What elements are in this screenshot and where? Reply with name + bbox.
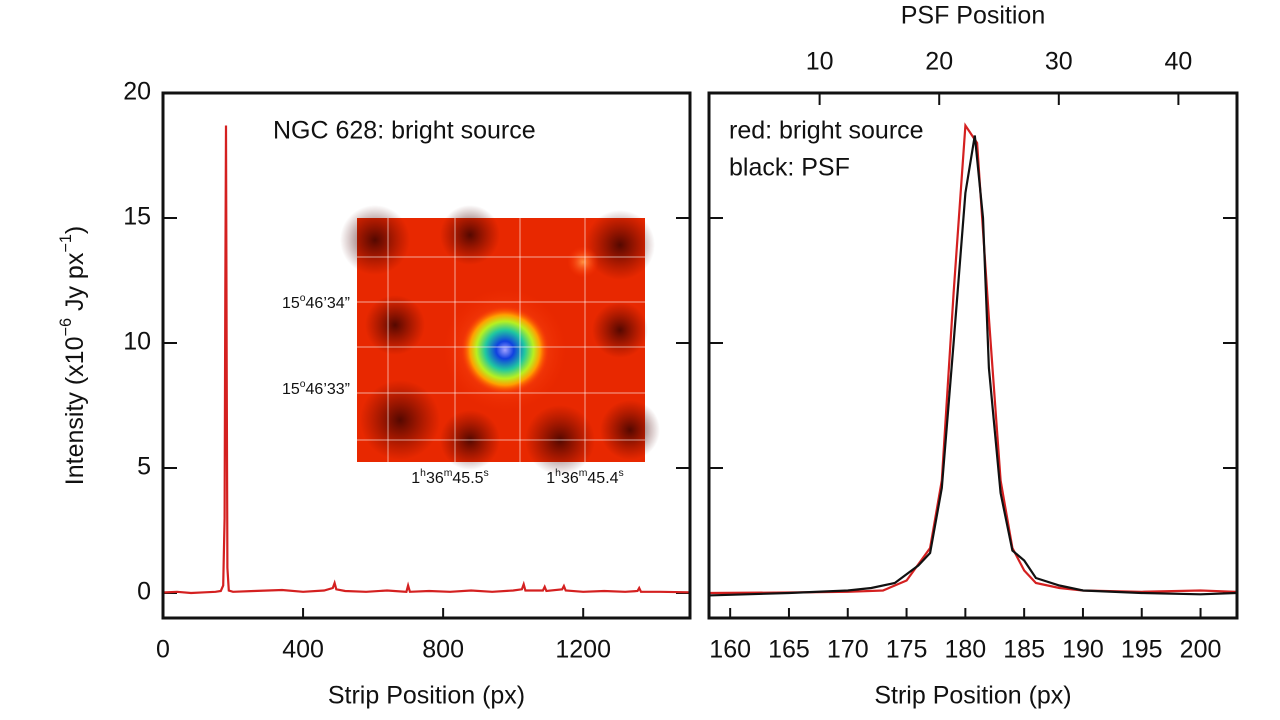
x2-tick-label: 10 bbox=[806, 48, 834, 76]
y-tick-label: 5 bbox=[137, 453, 151, 481]
x2-axis-label: PSF Position bbox=[901, 2, 1046, 30]
inset-ra-label-sup: s bbox=[484, 468, 489, 479]
inset-dec-label-sup: o bbox=[300, 379, 306, 390]
x-tick-label: 160 bbox=[709, 636, 751, 664]
inset-ra-label-sup: m bbox=[579, 468, 588, 479]
inset-dec-label: 15o46’34” bbox=[282, 293, 350, 312]
inset-ra-label-sup: s bbox=[619, 468, 624, 479]
x-tick-label: 185 bbox=[1003, 636, 1045, 664]
y-axis-label-part: Intensity (x10 bbox=[61, 337, 89, 486]
inset-image bbox=[340, 205, 660, 475]
inset-ra-label-sup: h bbox=[555, 468, 561, 479]
y-axis-label-part: ) bbox=[61, 226, 89, 234]
inset-ra-label-part: 36 bbox=[426, 470, 444, 487]
series-line bbox=[163, 125, 690, 595]
x2-tick-label: 20 bbox=[925, 48, 953, 76]
x-tick-label: 165 bbox=[768, 636, 810, 664]
x-tick-label: 400 bbox=[282, 636, 324, 664]
x-tick-label: 175 bbox=[886, 636, 928, 664]
annotation: black: PSF bbox=[729, 154, 850, 182]
inset-ra-label: 1h36m45.5s bbox=[411, 468, 488, 487]
y-axis-label-part: Jy px bbox=[61, 252, 89, 318]
plot-frame bbox=[161, 91, 692, 620]
inset-ra-label-part: 45.4 bbox=[587, 470, 618, 487]
y-tick-label: 20 bbox=[123, 78, 151, 106]
x-tick-label: 170 bbox=[827, 636, 869, 664]
x-tick-label: 180 bbox=[944, 636, 986, 664]
y-axis-label-sup: −6 bbox=[57, 318, 75, 337]
x-tick-label: 195 bbox=[1121, 636, 1163, 664]
inset-ra-label-part: 1 bbox=[546, 470, 555, 487]
inset-ra-label-sup: h bbox=[420, 468, 426, 479]
x-tick-label: 190 bbox=[1062, 636, 1104, 664]
x2-tick-label: 40 bbox=[1164, 48, 1192, 76]
inset-dec-label-part: 46’33” bbox=[306, 381, 350, 398]
inset-ra-label-sup: m bbox=[444, 468, 453, 479]
inset-dec-label-sup: o bbox=[300, 293, 306, 304]
inset-dec-label-part: 15 bbox=[282, 381, 300, 398]
inset-ra-label-part: 36 bbox=[561, 470, 579, 487]
x-tick-label: 800 bbox=[422, 636, 464, 664]
x-tick-label: 0 bbox=[156, 636, 170, 664]
inset-dec-label-part: 46’34” bbox=[306, 295, 350, 312]
annotation: NGC 628: bright source bbox=[273, 117, 536, 145]
annotation: red: bright source bbox=[729, 117, 924, 145]
inset-ra-label-part: 1 bbox=[411, 470, 420, 487]
inset-dec-label: 15o46’33” bbox=[282, 379, 350, 398]
y-tick-label: 15 bbox=[123, 203, 151, 231]
x-axis-label: Strip Position (px) bbox=[328, 682, 525, 710]
y-tick-label: 0 bbox=[137, 578, 151, 606]
y-axis-label-sup: −1 bbox=[57, 234, 75, 253]
inset-ra-label: 1h36m45.4s bbox=[546, 468, 623, 487]
x-tick-label: 200 bbox=[1180, 636, 1222, 664]
x-tick-label: 1200 bbox=[555, 636, 611, 664]
series-line bbox=[709, 135, 1236, 597]
y-axis-label: Intensity (x10−6 Jy px−1) bbox=[57, 226, 88, 485]
inset-dec-label-part: 15 bbox=[282, 295, 300, 312]
series-line bbox=[709, 122, 1236, 595]
inset-ra-label-part: 45.5 bbox=[452, 470, 483, 487]
x-axis-label: Strip Position (px) bbox=[874, 682, 1071, 710]
x2-tick-label: 30 bbox=[1045, 48, 1073, 76]
y-tick-label: 10 bbox=[123, 328, 151, 356]
plot-frame bbox=[707, 91, 1239, 620]
